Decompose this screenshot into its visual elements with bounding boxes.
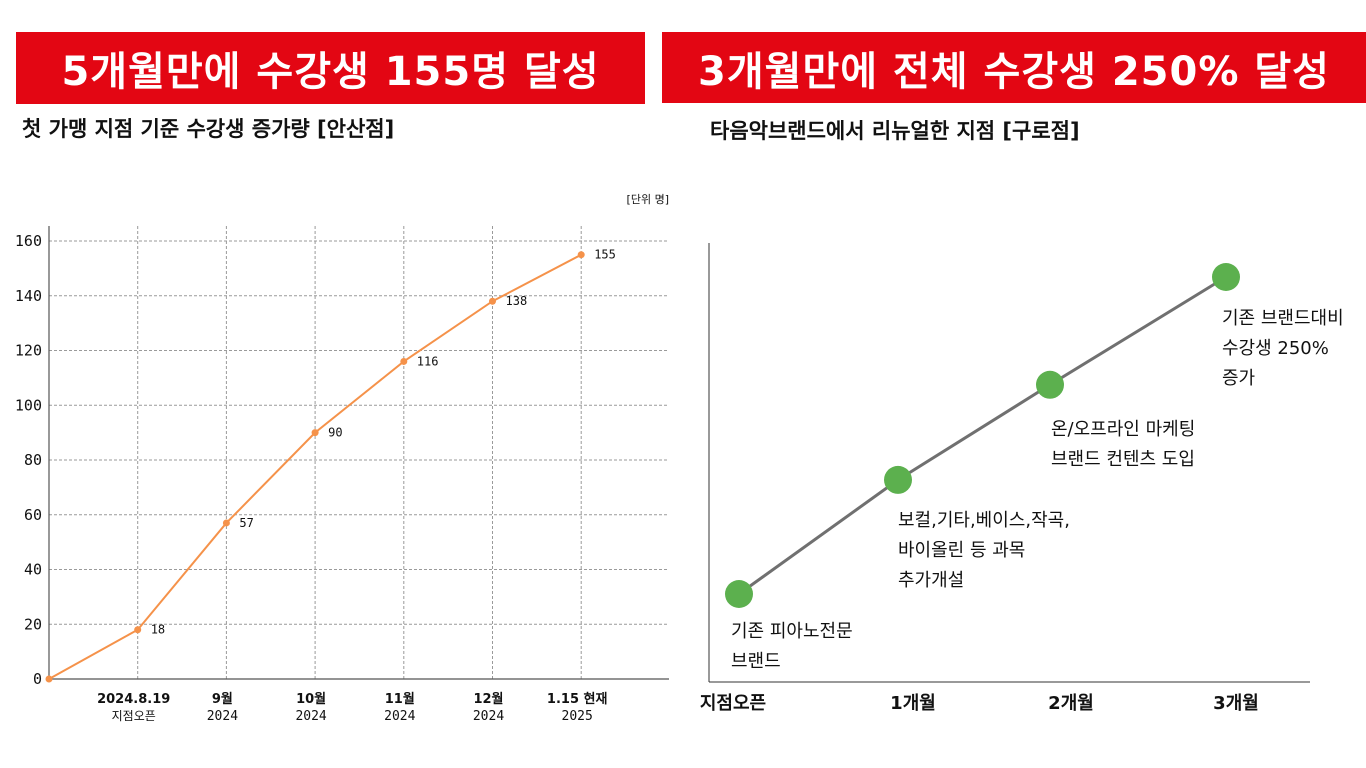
milestone-annotation-line: 기존 피아노전문: [731, 621, 853, 642]
milestone-annotation-line: 온/오프라인 마케팅: [1051, 419, 1195, 440]
growth-trend-line: [738, 275, 1227, 596]
milestone-annotation-line: 보컬,기타,베이스,작곡,: [898, 510, 1070, 531]
x-category-sublabel: 2024: [384, 709, 415, 724]
timeline-category-label: 1개월: [890, 693, 936, 714]
timeline-category-label: 3개월: [1213, 693, 1259, 714]
y-tick-label: 100: [15, 396, 42, 414]
data-point: [45, 675, 53, 683]
x-category-label: 11월: [385, 691, 415, 707]
unit-label: [단위 명]: [627, 193, 669, 206]
data-value-label: 155: [594, 248, 616, 262]
y-tick-label: 80: [24, 451, 42, 469]
milestone-annotation-line: 추가개설: [898, 570, 964, 591]
data-point: [134, 626, 142, 634]
left-headline-text: 5개월만에 수강생 155명 달성: [61, 49, 600, 95]
x-category-sublabel: 2024: [207, 709, 238, 724]
milestone-dot: [884, 465, 912, 494]
y-tick-label: 40: [24, 561, 42, 579]
milestone-annotation-line: 수강생 250%: [1222, 338, 1329, 359]
data-point: [400, 357, 408, 365]
milestone-annotation-line: 기존 브랜드대비: [1222, 308, 1344, 329]
timeline-category-label: 2개월: [1048, 693, 1094, 714]
x-category-sublabel: 지점오픈: [112, 709, 156, 723]
data-point: [311, 429, 319, 437]
left-chart-subtitle: 첫 가맹 지점 기준 수강생 증가량 [안산점]: [22, 117, 395, 141]
timeline-category-label: 지점오픈: [700, 693, 766, 714]
milestone-annotation-line: 증가: [1222, 368, 1255, 389]
y-tick-label: 20: [24, 615, 42, 633]
milestone-annotation-line: 브랜드 컨텐츠 도입: [1051, 449, 1195, 470]
milestone-dot: [725, 580, 753, 608]
x-category-label: 1.15 현재: [547, 691, 608, 707]
x-category-label: 2024.8.19: [97, 692, 170, 707]
y-tick-label: 140: [15, 287, 42, 305]
left-headline-banner: 5개월만에 수강생 155명 달성: [16, 32, 645, 104]
y-tick-label: 160: [15, 232, 42, 250]
data-value-label: 18: [151, 623, 165, 637]
x-category-label: 10월: [296, 691, 326, 707]
data-value-label: 116: [417, 354, 439, 368]
x-category-sublabel: 2025: [562, 709, 593, 724]
data-point: [489, 297, 496, 305]
right-headline-text: 3개월만에 전체 수강생 250% 달성: [698, 48, 1330, 95]
milestone-annotation-line: 바이올린 등 과목: [898, 540, 1025, 561]
milestone-annotation-line: 브랜드: [731, 651, 781, 672]
right-chart-subtitle: 타음악브랜드에서 리뉴얼한 지점 [구로점]: [710, 119, 1080, 143]
right-headline-banner: 3개월만에 전체 수강생 250% 달성: [662, 32, 1366, 103]
enrollment-line-chart: [단위 명] 0 20 40 60 80 100 120 140 160 18 57 90 116 138 1…: [15, 193, 669, 724]
data-value-label: 57: [239, 516, 253, 530]
data-point: [222, 519, 230, 527]
data-value-label: 90: [328, 426, 342, 440]
milestone-dot: [1212, 263, 1240, 291]
x-category-sublabel: 2024: [473, 709, 504, 724]
data-point: [577, 251, 585, 259]
x-category-label: 9월: [212, 691, 233, 707]
milestone-dot: [1036, 370, 1064, 399]
x-category-label: 12월: [473, 691, 503, 707]
y-tick-label: 60: [24, 506, 42, 524]
x-category-sublabel: 2024: [295, 709, 326, 724]
y-tick-label: 120: [15, 342, 42, 360]
y-tick-label: 0: [33, 670, 42, 688]
data-value-label: 138: [506, 294, 528, 308]
